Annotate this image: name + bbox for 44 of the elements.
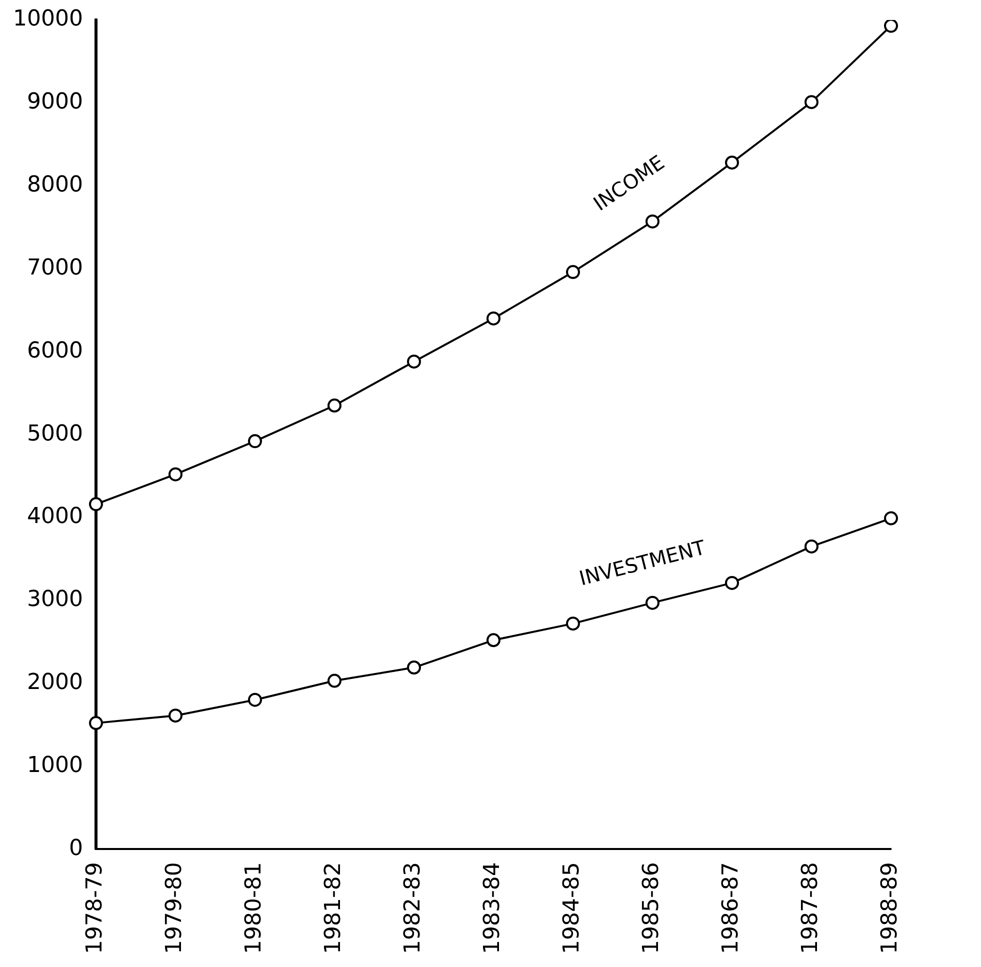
point	[248, 692, 262, 707]
point	[327, 674, 342, 688]
y-tick-label: 3000	[26, 587, 83, 612]
point	[566, 616, 580, 631]
x-tick-label: 1979-80	[162, 862, 188, 954]
point	[168, 467, 182, 482]
point	[884, 511, 898, 526]
y-tick-label: 9000	[26, 90, 83, 115]
point	[884, 20, 898, 33]
point	[804, 539, 818, 554]
point	[724, 576, 739, 590]
x-tick-label: 1984-85	[560, 862, 585, 954]
y-tick-label: 7000	[26, 255, 83, 280]
point	[406, 354, 421, 369]
y-tick-label: 0	[68, 836, 83, 861]
point	[804, 95, 818, 110]
x-tick-label: 1982-83	[400, 862, 426, 954]
point	[566, 265, 580, 280]
y-tick-label: 5000	[26, 421, 83, 446]
x-tick-label: 1983-84	[480, 862, 506, 954]
point	[486, 633, 500, 648]
point	[248, 434, 262, 448]
x-tick-label: 1986-87	[718, 862, 744, 954]
x-tick-label: 1978-79	[82, 862, 108, 954]
point	[406, 660, 421, 675]
x-tick-label: 1981-82	[321, 862, 346, 954]
point	[645, 596, 660, 610]
point	[724, 156, 739, 170]
y-tick-label: 10000	[12, 6, 83, 32]
y-tick-label: 8000	[26, 172, 83, 198]
point	[645, 214, 660, 228]
y-tick-label: 2000	[26, 670, 83, 695]
point	[168, 708, 182, 723]
point	[486, 311, 500, 326]
x-tick-label: 1987-88	[798, 862, 824, 954]
y-tick-label: 6000	[26, 338, 83, 364]
point	[88, 716, 103, 730]
point	[327, 398, 342, 413]
x-tick-label: 1988-89	[878, 862, 903, 954]
point	[88, 497, 103, 512]
x-tick-label: 1980-81	[242, 862, 267, 954]
x-tick-label: 1985-86	[639, 862, 664, 954]
y-tick-label: 1000	[26, 752, 83, 778]
y-tick-label: 4000	[26, 504, 83, 530]
